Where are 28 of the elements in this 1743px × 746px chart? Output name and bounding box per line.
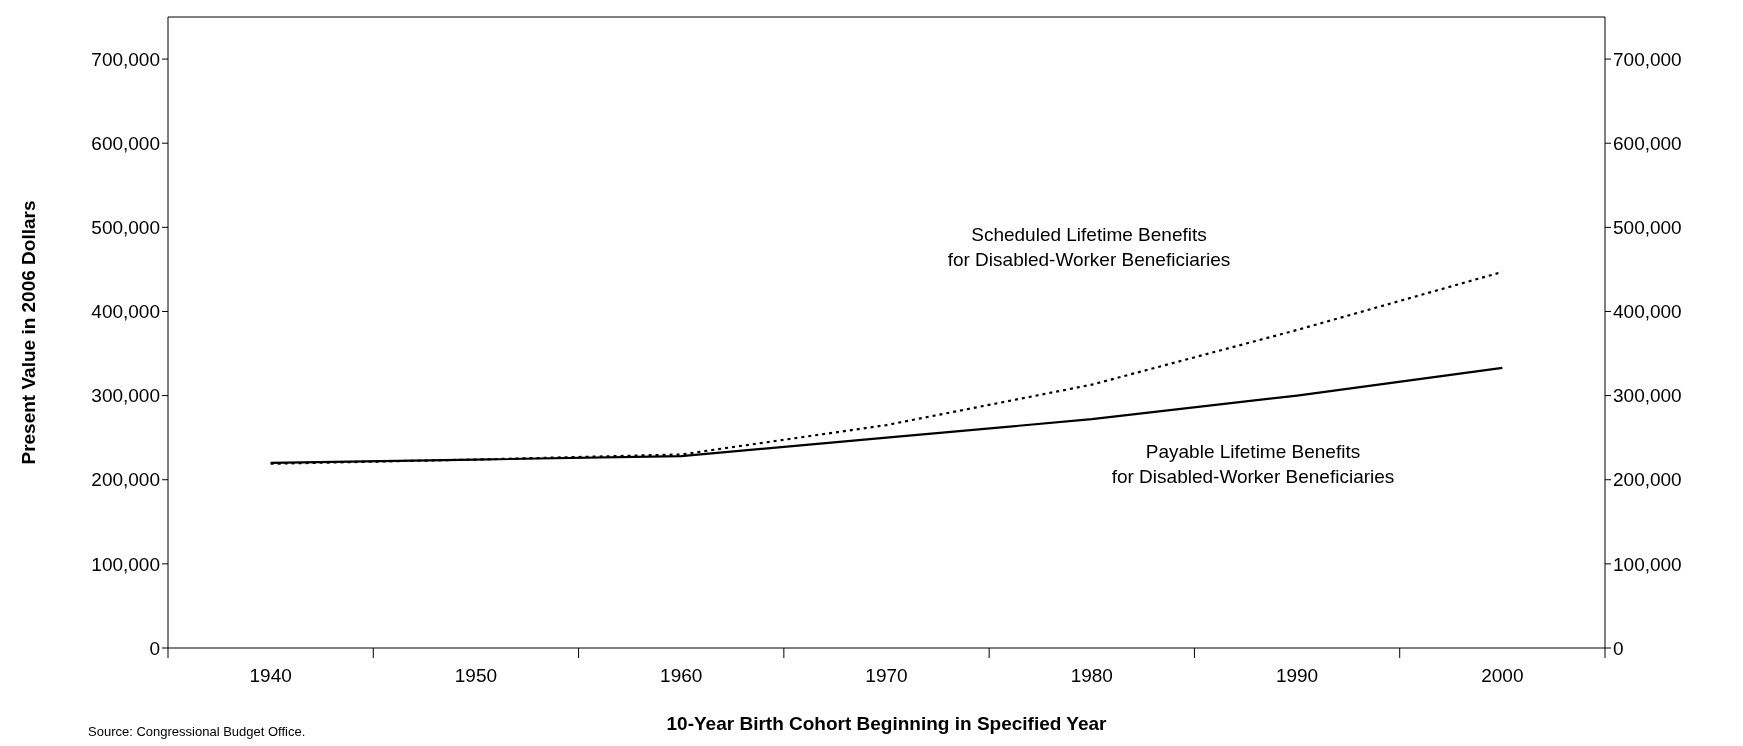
y-tick-label: 500,000 bbox=[91, 217, 160, 239]
annotation: Payable Lifetime Benefits for Disabled-Worker Beneficiaries bbox=[1111, 440, 1395, 489]
x-tick-label: 1940 bbox=[249, 665, 292, 686]
y-tick-label: 700,000 bbox=[91, 48, 160, 70]
y2-tick-label: 500,000 bbox=[1613, 217, 1682, 239]
y2-tick-label: 0 bbox=[1613, 637, 1624, 659]
y2-tick-label: 100,000 bbox=[1613, 553, 1682, 575]
x-tick-label: 1980 bbox=[1070, 665, 1113, 686]
y-tick-label: 200,000 bbox=[91, 469, 160, 491]
y2-tick-label: 700,000 bbox=[1613, 48, 1682, 70]
y2-tick-label: 400,000 bbox=[1613, 301, 1682, 323]
annotation: Scheduled Lifetime Benefits for Disabled-Worker Beneficiaries bbox=[947, 223, 1231, 272]
y2-tick-label: 200,000 bbox=[1613, 469, 1682, 491]
x-tick-label: 2000 bbox=[1481, 665, 1524, 686]
y2-tick-label: 600,000 bbox=[1613, 132, 1682, 154]
source-note: Source: Congressional Budget Office. bbox=[88, 724, 306, 741]
x-tick-label: 1990 bbox=[1275, 665, 1319, 686]
y-tick-label: 0 bbox=[149, 637, 160, 659]
y2-tick-label: 300,000 bbox=[1613, 385, 1682, 407]
x-tick-label: 1950 bbox=[454, 665, 498, 686]
y-tick-label: 600,000 bbox=[91, 132, 160, 154]
y-tick-label: 400,000 bbox=[91, 301, 160, 323]
x-axis-title: 10-Year Birth Cohort Beginning in Specified Year bbox=[666, 713, 1108, 734]
y-tick-label: 300,000 bbox=[91, 385, 160, 407]
x-tick-label: 1970 bbox=[865, 665, 908, 686]
x-tick-label: 1960 bbox=[660, 665, 703, 686]
y-axis-title: Present Value in 2006 Dollars bbox=[17, 200, 39, 465]
y-tick-label: 100,000 bbox=[91, 553, 160, 575]
